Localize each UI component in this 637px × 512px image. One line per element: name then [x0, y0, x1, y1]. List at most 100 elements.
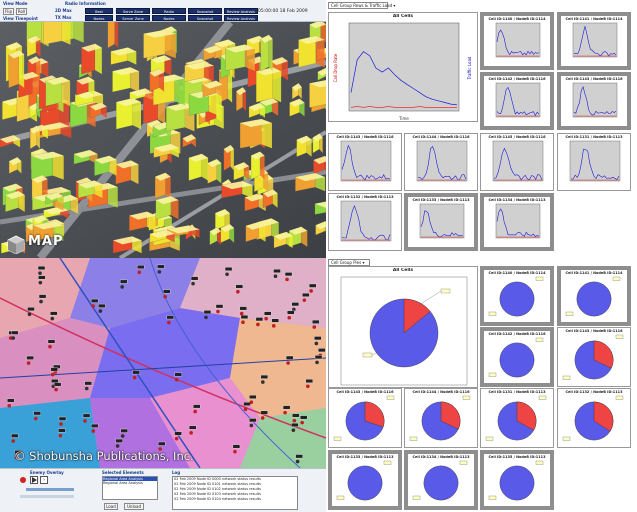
cell-site-marker — [215, 304, 224, 314]
cell-pie-svg — [562, 334, 624, 380]
load-button[interactable]: Load — [104, 503, 118, 510]
building — [295, 172, 326, 192]
building — [31, 175, 48, 201]
pie-slice-red — [593, 340, 614, 369]
cell-line-chart: Cell ID:1133 / NodeB ID:1113 — [404, 193, 478, 251]
pie-callout — [488, 372, 497, 377]
traffic-line — [420, 210, 464, 237]
row-type-select[interactable]: Cell Group Rows & Traffic Load ▾ — [328, 2, 395, 9]
log-line: 02 Feb 2009 Node ID 0000 network status … — [174, 477, 261, 481]
review-analysis-button[interactable]: Review Analysis — [224, 8, 258, 14]
server-zone-button[interactable]: Server Zone — [116, 15, 150, 21]
step-icon[interactable]: › — [40, 476, 48, 484]
cell-line-svg — [572, 22, 618, 58]
building — [89, 102, 107, 119]
snapshot-button-2[interactable]: Snapshot — [188, 15, 222, 21]
building — [225, 44, 255, 71]
cell-line-chart: Cell ID:1144 / NodeB ID:1116 — [404, 133, 478, 191]
selected-list[interactable]: Regional Area Analysis Regional Area Ana… — [102, 476, 158, 500]
building — [31, 151, 64, 180]
control-bar: View Mode Flip Roll View Timepoint Radio… — [0, 0, 326, 22]
cell-site-marker — [295, 454, 303, 464]
timeline-slider[interactable] — [26, 488, 74, 491]
cell-pie-svg — [333, 395, 395, 441]
traffic-line — [496, 86, 540, 117]
pie-slice-blue — [499, 281, 535, 317]
cell-pie-svg — [336, 460, 392, 501]
building — [78, 180, 103, 199]
serve-zone-button[interactable]: Serve Zone — [116, 8, 150, 14]
log-panel[interactable]: 02 Feb 2009 Node ID 0000 network status … — [172, 476, 298, 510]
pie-type-select[interactable]: Cell Group Pies ▾ — [328, 259, 370, 266]
cell-pie-svg — [409, 395, 471, 441]
cell-pie-title: Cell ID:1133 / NodeB ID:1113 — [336, 455, 394, 459]
building — [45, 76, 71, 107]
cell-chart-title: Cell ID:1134 / NodeB ID:1113 — [488, 198, 546, 202]
building — [312, 133, 323, 154]
cell-site-marker — [312, 319, 320, 329]
pie-callout — [409, 436, 418, 441]
cell-pie-chart: Cell ID:1134 / NodeB ID:1113 — [404, 450, 478, 510]
flip-button[interactable]: Flip — [3, 8, 14, 15]
building — [155, 196, 179, 220]
coverage-map[interactable] — [0, 258, 326, 468]
cell-site-marker — [50, 311, 58, 321]
radio-btn-1[interactable]: Best — [85, 8, 113, 14]
building — [30, 125, 40, 150]
pie-slice-red — [593, 401, 614, 432]
x-axis-label: Time — [398, 116, 409, 121]
pie-slice-red — [440, 401, 461, 430]
snapshot-button[interactable]: Snapshot — [188, 8, 222, 14]
view-mode-label: View Mode — [3, 1, 28, 6]
cell-line-svg — [340, 140, 392, 182]
cell-site-marker — [11, 433, 19, 443]
list-item[interactable]: Regional Area Analysis — [103, 481, 143, 485]
building — [315, 221, 326, 236]
cell-site-marker — [47, 339, 56, 349]
cell-pie-chart: Cell ID:1144 / NodeB ID:1116 — [404, 388, 478, 448]
building — [149, 229, 175, 243]
building — [236, 87, 247, 112]
building — [221, 180, 253, 199]
cell-site-marker — [291, 423, 299, 432]
building — [154, 172, 171, 199]
volume-slider[interactable] — [20, 495, 74, 498]
unload-button[interactable]: Unload — [124, 503, 144, 510]
log-line: 02 Feb 2009 Node ID 0101 network status … — [174, 482, 261, 486]
pie-callout — [535, 460, 544, 465]
cell-site-marker — [58, 416, 67, 426]
city-3d-view[interactable]: MAP — [0, 22, 326, 258]
building — [203, 45, 223, 61]
building — [45, 191, 63, 205]
cell-chart-title: Cell ID:1131 / NodeB ID:1113 — [565, 135, 623, 139]
building — [207, 158, 222, 184]
log-label: Log — [172, 470, 181, 475]
building — [8, 157, 22, 174]
record-icon[interactable] — [20, 477, 26, 483]
cell-pie-chart: Cell ID:1133 / NodeB ID:1113 — [328, 450, 402, 510]
review-analysis-button-2[interactable]: Review Analysis — [224, 15, 258, 21]
pie-callout — [562, 436, 571, 441]
traffic-line — [496, 208, 540, 238]
cell-chart-title: Cell ID:1143 / NodeB ID:1116 — [565, 77, 623, 81]
building — [43, 206, 69, 219]
cell-site-marker — [90, 298, 99, 308]
cell-site-marker — [166, 315, 175, 325]
nodes-button[interactable]: Nodes — [152, 15, 186, 21]
cell-site-marker — [190, 276, 199, 286]
radio-button[interactable]: Radio — [152, 8, 186, 14]
cell-site-marker — [120, 279, 128, 289]
pie-callout — [383, 460, 392, 465]
tx-max-label: TX Max — [55, 15, 72, 20]
roll-button[interactable]: Roll — [16, 8, 27, 15]
cell-chart-title: Cell ID:1133 / NodeB ID:1113 — [412, 198, 470, 202]
pie-slice-blue — [576, 281, 612, 317]
radio-btn-2[interactable]: Nodes — [85, 15, 113, 21]
cell-chart-title: Cell ID:1140 / NodeB ID:1114 — [488, 17, 546, 21]
play-icon[interactable] — [30, 476, 38, 484]
pie-callout — [535, 276, 544, 281]
list-item[interactable]: Regional Area Analysis — [103, 477, 157, 481]
all-cells-line-svg: Time Call Drop Rate Traffic Load — [333, 22, 472, 121]
pie-callout — [538, 395, 547, 400]
cell-site-marker — [115, 438, 123, 448]
